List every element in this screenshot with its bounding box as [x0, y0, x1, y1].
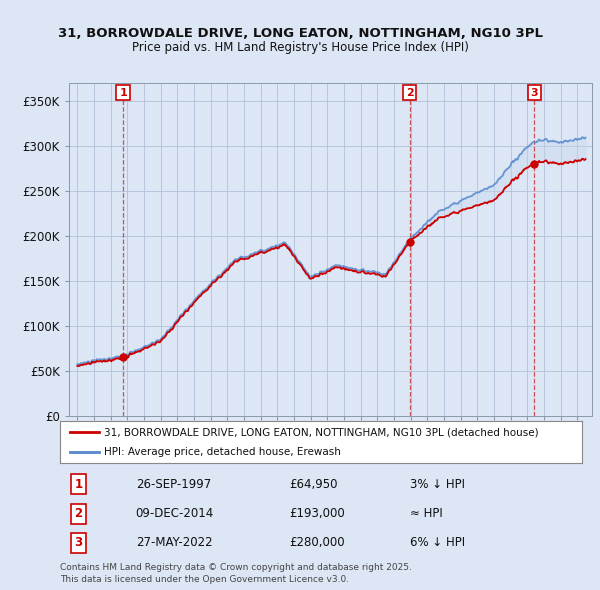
Text: 1: 1	[74, 478, 82, 491]
Text: £280,000: £280,000	[290, 536, 346, 549]
Text: £193,000: £193,000	[290, 507, 346, 520]
Text: 09-DEC-2014: 09-DEC-2014	[136, 507, 214, 520]
Text: £64,950: £64,950	[290, 478, 338, 491]
Text: ≈ HPI: ≈ HPI	[410, 507, 442, 520]
Text: 31, BORROWDALE DRIVE, LONG EATON, NOTTINGHAM, NG10 3PL (detached house): 31, BORROWDALE DRIVE, LONG EATON, NOTTIN…	[104, 427, 539, 437]
Text: Price paid vs. HM Land Registry's House Price Index (HPI): Price paid vs. HM Land Registry's House …	[131, 41, 469, 54]
Text: 1: 1	[119, 87, 127, 97]
Text: HPI: Average price, detached house, Erewash: HPI: Average price, detached house, Erew…	[104, 447, 341, 457]
Text: 2: 2	[406, 87, 413, 97]
Text: 3% ↓ HPI: 3% ↓ HPI	[410, 478, 465, 491]
Text: 26-SEP-1997: 26-SEP-1997	[136, 478, 211, 491]
Text: 31, BORROWDALE DRIVE, LONG EATON, NOTTINGHAM, NG10 3PL: 31, BORROWDALE DRIVE, LONG EATON, NOTTIN…	[58, 27, 542, 40]
Text: 27-MAY-2022: 27-MAY-2022	[136, 536, 212, 549]
Text: 2: 2	[74, 507, 82, 520]
Text: Contains HM Land Registry data © Crown copyright and database right 2025.
This d: Contains HM Land Registry data © Crown c…	[60, 563, 412, 584]
Text: 6% ↓ HPI: 6% ↓ HPI	[410, 536, 465, 549]
Text: 3: 3	[74, 536, 82, 549]
Text: 3: 3	[530, 87, 538, 97]
